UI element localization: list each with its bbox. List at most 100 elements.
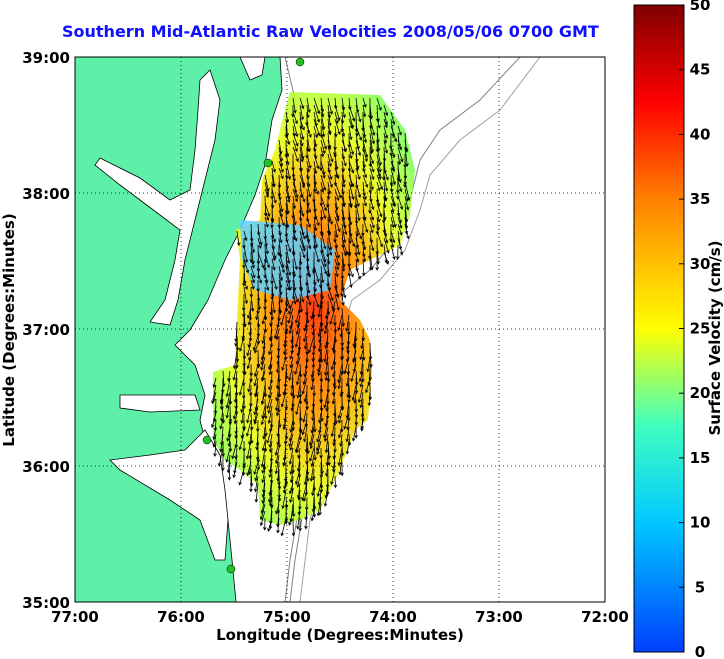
velocity-arrow bbox=[277, 433, 282, 449]
velocity-arrow bbox=[320, 139, 326, 155]
y-tick-label: 36:00 bbox=[22, 458, 70, 476]
velocity-arrow bbox=[301, 419, 308, 436]
velocity-arrow bbox=[404, 188, 409, 202]
velocity-arrow bbox=[274, 440, 280, 456]
colorbar-tick-label: 40 bbox=[690, 125, 711, 143]
velocity-arrow bbox=[343, 356, 350, 375]
velocity-arrow bbox=[390, 160, 395, 171]
velocity-arrow bbox=[296, 510, 301, 530]
velocity-arrow bbox=[264, 251, 271, 269]
velocity-arrow bbox=[383, 188, 388, 202]
velocity-arrow bbox=[390, 125, 398, 143]
velocity-arrow bbox=[334, 104, 341, 121]
velocity-arrow bbox=[341, 223, 347, 244]
velocity-arrow bbox=[280, 307, 287, 326]
velocity-arrow bbox=[240, 398, 245, 414]
velocity-arrow bbox=[358, 370, 364, 383]
velocity-arrow bbox=[306, 97, 311, 114]
velocity-arrow bbox=[351, 384, 357, 401]
velocity-arrow bbox=[348, 104, 356, 122]
velocity-arrow bbox=[303, 468, 308, 486]
velocity-arrow bbox=[313, 209, 320, 227]
velocity-arrow bbox=[334, 244, 340, 259]
velocity-arrow bbox=[334, 118, 341, 135]
velocity-arrow bbox=[319, 398, 324, 412]
velocity-arrow bbox=[330, 419, 336, 438]
velocity-arrow bbox=[292, 209, 297, 226]
velocity-arrow bbox=[313, 118, 321, 137]
velocity-arrow bbox=[376, 230, 384, 248]
delaware-bay bbox=[239, 57, 266, 81]
velocity-arrow bbox=[327, 139, 332, 151]
velocity-arrow bbox=[267, 517, 273, 532]
velocity-arrow bbox=[264, 216, 269, 228]
x-tick-label: 76:00 bbox=[157, 608, 205, 626]
velocity-arrow bbox=[247, 377, 252, 393]
velocity-arrow bbox=[362, 209, 367, 221]
velocity-arrow bbox=[303, 335, 308, 350]
velocity-arrow bbox=[298, 517, 302, 532]
velocity-arrow bbox=[322, 419, 329, 439]
velocity-arrow bbox=[263, 398, 268, 420]
velocity-arrow bbox=[238, 335, 245, 352]
velocity-arrow bbox=[397, 146, 404, 163]
velocity-arrow bbox=[253, 412, 259, 425]
velocity-arrow bbox=[357, 384, 364, 404]
velocity-arrow bbox=[334, 258, 340, 271]
velocity-arrow bbox=[238, 468, 245, 486]
velocity-arrow bbox=[320, 174, 327, 191]
velocity-arrow bbox=[268, 356, 273, 371]
velocity-arrow bbox=[281, 356, 287, 371]
y-tick-label: 37:00 bbox=[22, 321, 70, 339]
velocity-arrow bbox=[225, 391, 231, 409]
velocity-arrow bbox=[285, 160, 292, 180]
velocity-arrow bbox=[362, 216, 369, 234]
velocity-arrow bbox=[253, 475, 259, 493]
velocity-arrow bbox=[345, 426, 350, 443]
velocity-arrow bbox=[299, 104, 305, 121]
velocity-arrow bbox=[305, 146, 309, 159]
velocity-arrow bbox=[397, 153, 402, 166]
velocity-arrow bbox=[397, 181, 403, 193]
velocity-arrow bbox=[275, 328, 280, 341]
velocity-arrow bbox=[313, 181, 319, 195]
velocity-arrow bbox=[310, 510, 315, 522]
velocity-arrow bbox=[341, 286, 347, 299]
velocity-arrow bbox=[225, 377, 231, 398]
velocity-arrow bbox=[359, 391, 364, 409]
velocity-arrow bbox=[309, 433, 315, 450]
grid-lines bbox=[75, 57, 605, 602]
velocity-arrow bbox=[320, 202, 327, 220]
velocity-arrow bbox=[232, 363, 238, 381]
velocity-arrow bbox=[276, 517, 280, 534]
velocity-arrow bbox=[311, 468, 316, 481]
velocity-arrow bbox=[350, 363, 357, 382]
velocity-arrow bbox=[285, 132, 291, 146]
velocity-arrow bbox=[261, 370, 266, 381]
y-tick-label: 38:00 bbox=[22, 185, 70, 203]
velocity-arrow bbox=[247, 307, 252, 319]
velocity-arrow bbox=[348, 230, 356, 248]
velocity-arrow bbox=[317, 363, 322, 377]
velocity-arrow bbox=[291, 496, 296, 518]
velocity-arrow bbox=[243, 244, 249, 264]
x-tick-label: 74:00 bbox=[369, 608, 417, 626]
velocity-arrow bbox=[299, 202, 305, 217]
velocity-arrow bbox=[254, 468, 259, 482]
colorbar-tick-label: 10 bbox=[690, 514, 711, 532]
velocity-arrow bbox=[390, 146, 396, 158]
velocity-arrow bbox=[260, 447, 266, 468]
velocity-arrow bbox=[299, 237, 306, 252]
velocity-arrow bbox=[285, 153, 290, 166]
velocity-arrow bbox=[262, 517, 267, 531]
velocity-arrow bbox=[362, 104, 367, 118]
velocity-arrow bbox=[341, 293, 345, 306]
velocity-arrow bbox=[313, 104, 321, 123]
velocity-arrow bbox=[355, 167, 361, 181]
velocity-arrow bbox=[268, 363, 273, 376]
velocity-arrow bbox=[288, 510, 294, 526]
velocity-arrow bbox=[306, 153, 312, 170]
velocity-arrow bbox=[383, 125, 389, 139]
velocity-arrow bbox=[264, 237, 269, 255]
velocity-arrow bbox=[240, 405, 245, 424]
